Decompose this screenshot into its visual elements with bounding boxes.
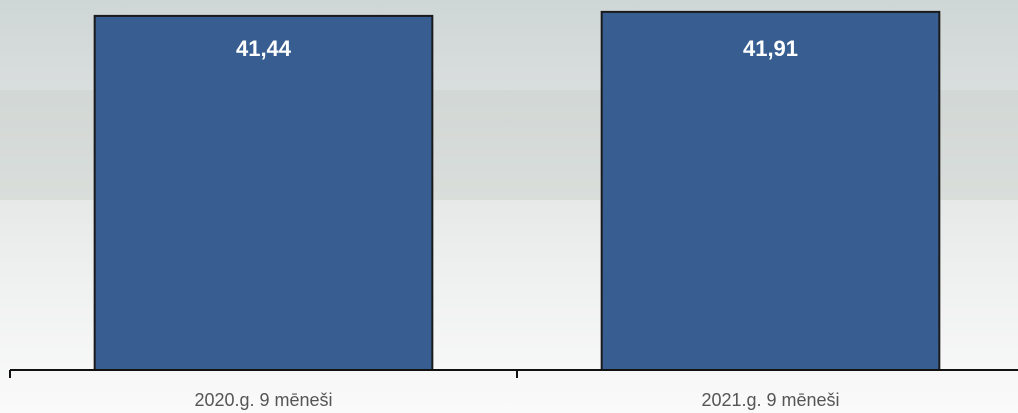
x-tick-label: 2021.g. 9 mēneši [701, 390, 839, 410]
bar [600, 10, 941, 372]
x-tick-label: 2020.g. 9 mēneši [194, 390, 332, 410]
plot: 41,44 2020.g. 9 mēneši 41,91 2021.g. 9 mēne… [9, 10, 1018, 410]
value-label: 41,91 [743, 36, 798, 61]
bar [93, 14, 434, 371]
value-label: 41,44 [236, 36, 292, 61]
